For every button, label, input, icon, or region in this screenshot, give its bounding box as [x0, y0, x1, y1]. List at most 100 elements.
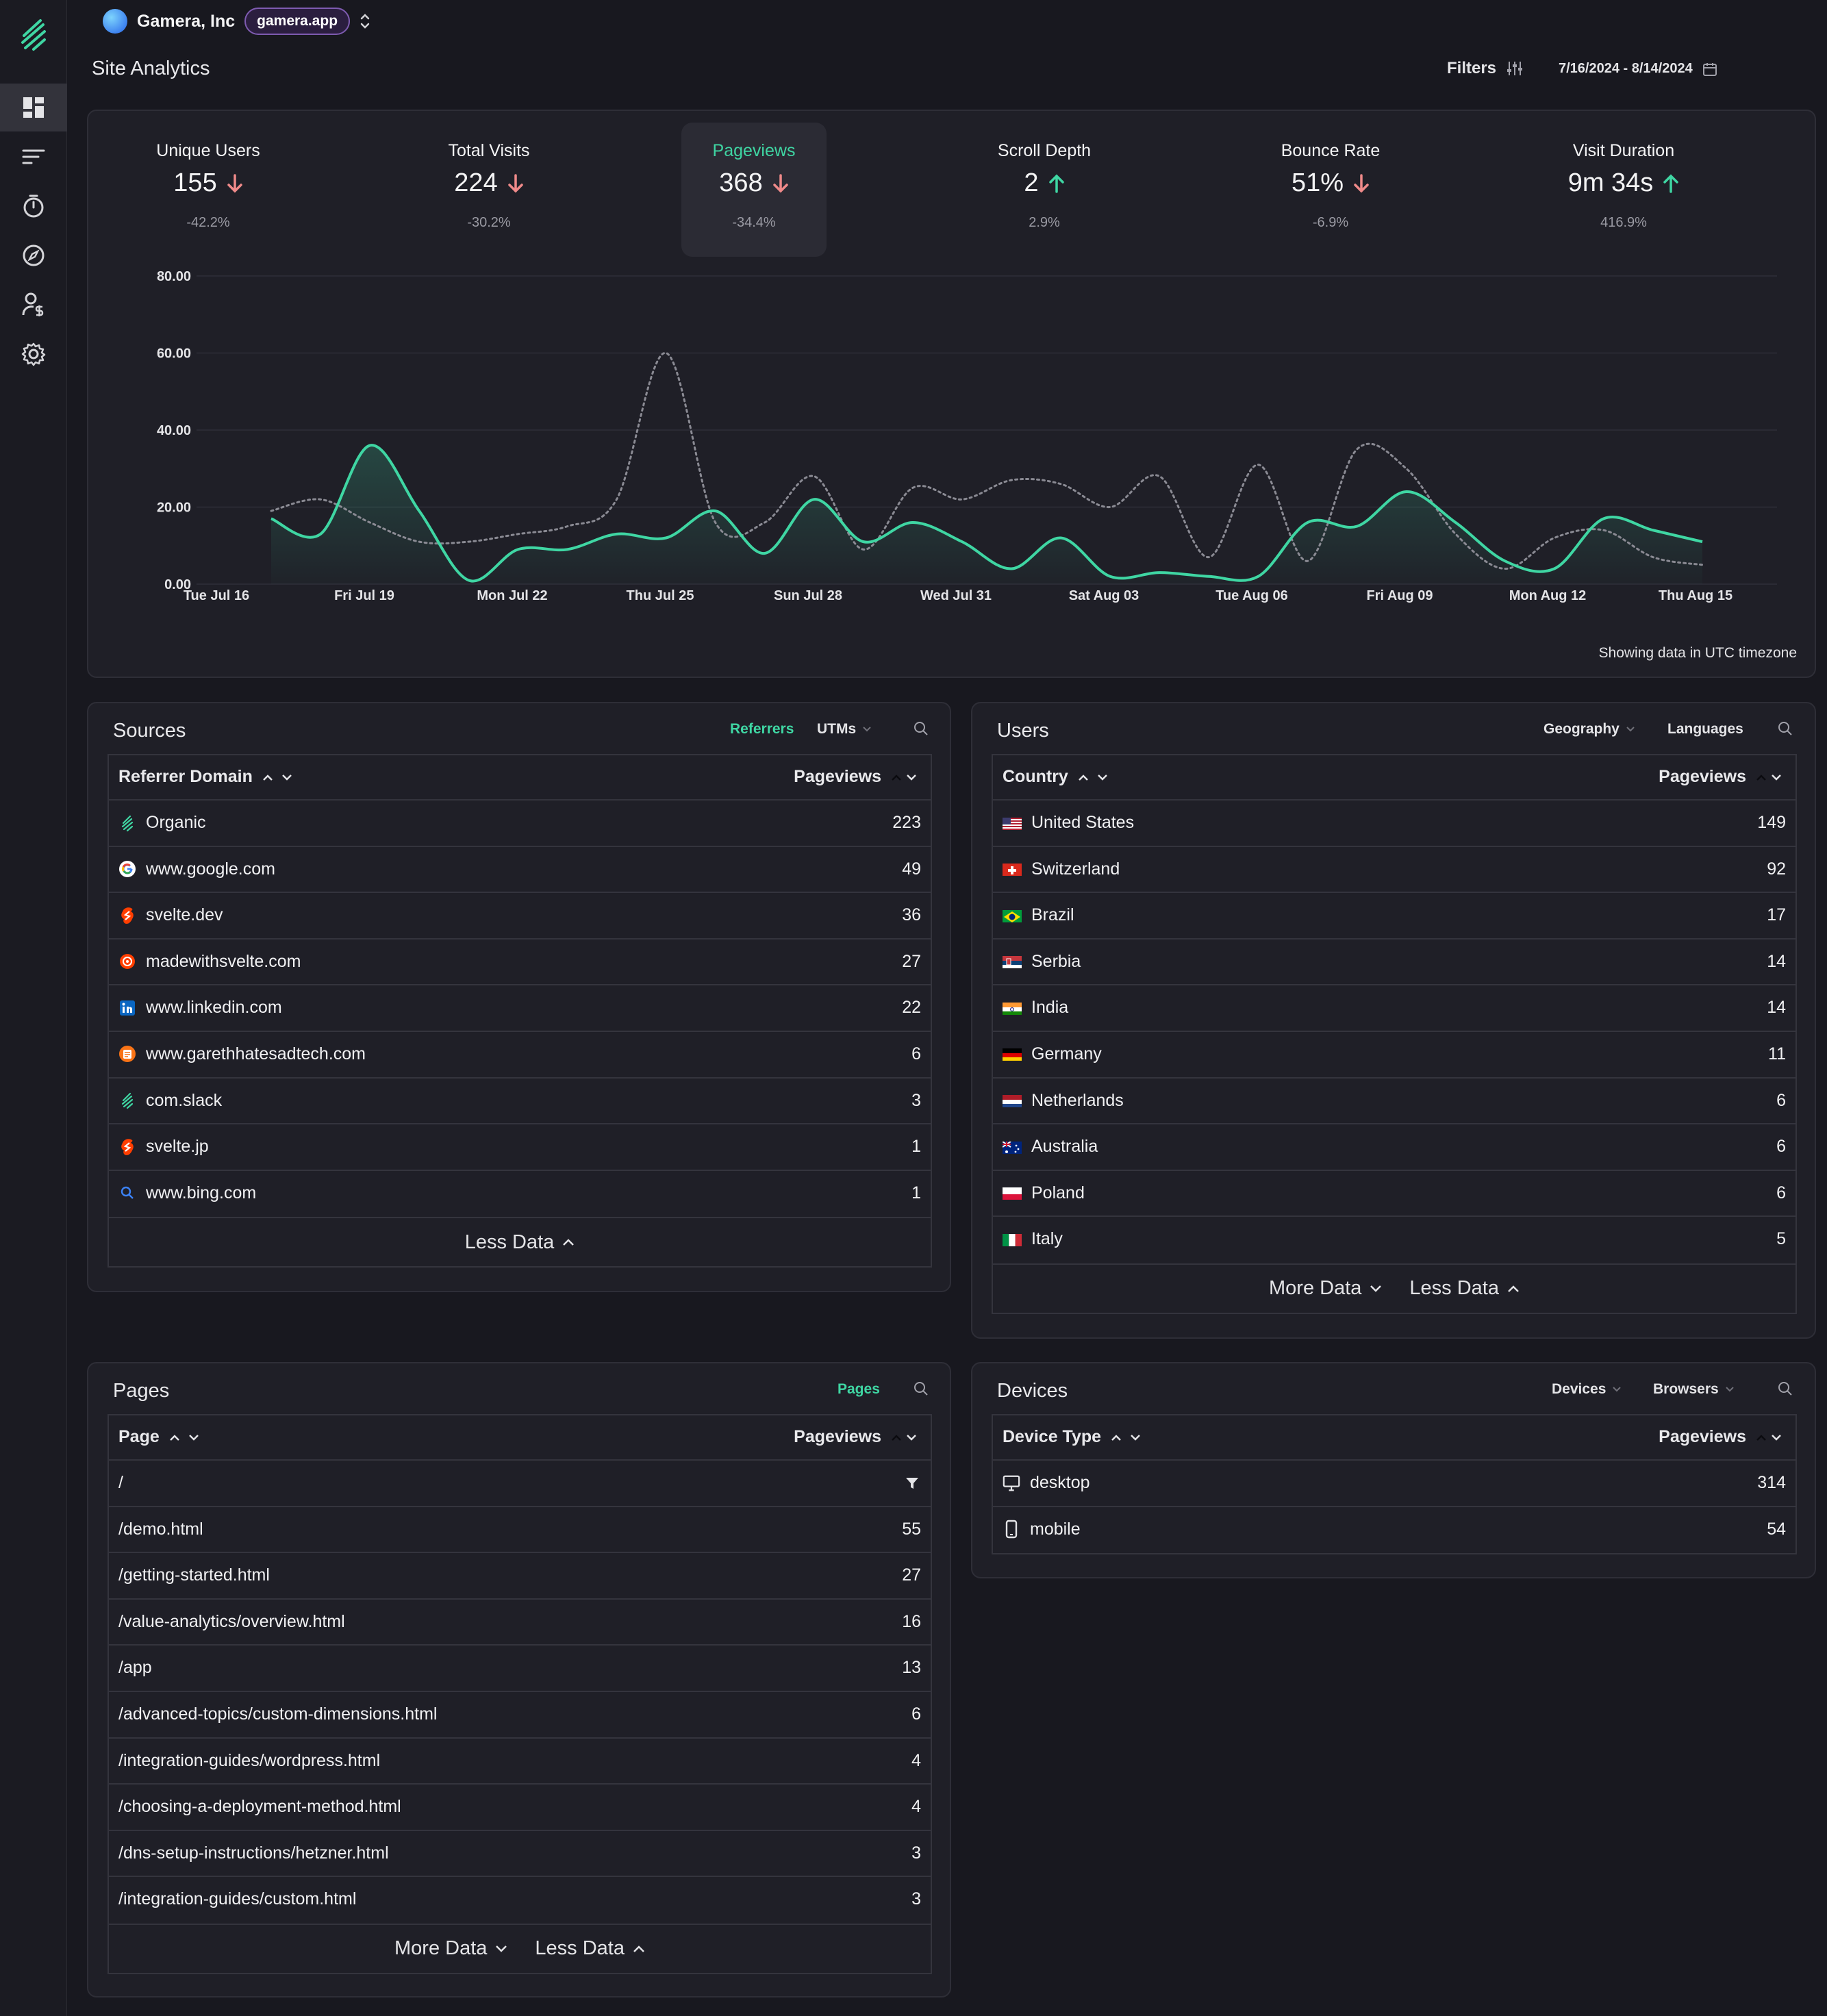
- row-label: Germany: [1031, 1044, 1102, 1063]
- col-device-type[interactable]: Device Type: [1003, 1427, 1142, 1447]
- stat-unique-users[interactable]: Unique Users 155 -42.2%: [136, 111, 281, 247]
- stat-pageviews[interactable]: Pageviews 368 -34.4%: [681, 123, 827, 257]
- col-page[interactable]: Page: [118, 1427, 201, 1447]
- table-row[interactable]: United States 149: [993, 801, 1796, 847]
- tab-geography[interactable]: Geography: [1544, 721, 1635, 738]
- table-header: Referrer Domain Pageviews: [109, 755, 931, 801]
- table-row[interactable]: Organic 223: [109, 801, 931, 847]
- stat-value-wrap: 9m 34s: [1541, 168, 1706, 198]
- table-row[interactable]: /dns-setup-instructions/hetzner.html 3: [109, 1831, 931, 1878]
- filters-button[interactable]: Filters: [1447, 59, 1524, 78]
- table-row[interactable]: India 14: [993, 985, 1796, 1032]
- stat-total-visits[interactable]: Total Visits 224 -30.2%: [416, 111, 562, 247]
- table-row[interactable]: desktop 314: [993, 1461, 1796, 1507]
- table-row[interactable]: Germany 11: [993, 1032, 1796, 1079]
- table-row[interactable]: /: [109, 1461, 931, 1507]
- sidebar-item-sources[interactable]: [0, 133, 67, 181]
- sidebar-item-settings[interactable]: [0, 330, 67, 378]
- sidebar-item-dashboard[interactable]: [0, 84, 67, 131]
- col-country[interactable]: Country: [1003, 767, 1109, 787]
- table-row[interactable]: www.linkedin.com 22: [109, 985, 931, 1032]
- row-value: 5: [1776, 1229, 1786, 1249]
- stat-value: 224: [454, 168, 498, 197]
- row-label-cell: Italy: [1003, 1229, 1063, 1249]
- sort-icon: [892, 1434, 916, 1441]
- more-data-button[interactable]: More Data: [1269, 1277, 1382, 1300]
- table-row[interactable]: /choosing-a-deployment-method.html 4: [109, 1785, 931, 1831]
- search-icon[interactable]: [1778, 721, 1793, 736]
- row-label-cell: Australia: [1003, 1137, 1098, 1157]
- table-row[interactable]: madewithsvelte.com 27: [109, 940, 931, 986]
- col-pageviews[interactable]: Pageviews: [794, 767, 918, 787]
- table-row[interactable]: /value-analytics/overview.html 16: [109, 1600, 931, 1646]
- col-pageviews[interactable]: Pageviews: [794, 1427, 918, 1447]
- search-icon[interactable]: [1778, 1381, 1793, 1396]
- table-row[interactable]: Switzerland 92: [993, 847, 1796, 894]
- table-row[interactable]: svelte.dev 36: [109, 893, 931, 940]
- user-dollar-icon: [22, 292, 44, 316]
- date-range-label: 7/16/2024 - 8/14/2024: [1559, 61, 1693, 76]
- table-row[interactable]: /advanced-topics/custom-dimensions.html 6: [109, 1692, 931, 1739]
- tab-pages[interactable]: Pages: [837, 1381, 880, 1397]
- stat-scroll-depth[interactable]: Scroll Depth 2 2.9%: [972, 111, 1117, 247]
- sidebar-item-revenue[interactable]: [0, 281, 67, 329]
- row-label-cell: Netherlands: [1003, 1091, 1124, 1111]
- table-row[interactable]: Australia 6: [993, 1124, 1796, 1171]
- tab-devices-label: Devices: [1552, 1381, 1606, 1397]
- table-row[interactable]: svelte.jp 1: [109, 1124, 931, 1171]
- table-row[interactable]: com.slack 3: [109, 1079, 931, 1125]
- row-label: Poland: [1031, 1183, 1085, 1202]
- sidebar-item-timer[interactable]: [0, 182, 67, 230]
- top-bar: Gamera, Inc gamera.app Site Analytics Fi…: [67, 0, 1827, 110]
- x-tick-label: Mon Aug 12: [1509, 588, 1587, 603]
- more-data-button[interactable]: More Data: [394, 1937, 507, 1960]
- org-switcher[interactable]: Gamera, Inc gamera.app: [103, 7, 370, 36]
- sidebar-item-explore[interactable]: [0, 231, 67, 279]
- table-row[interactable]: /getting-started.html 27: [109, 1553, 931, 1600]
- arrow-down-icon: [227, 173, 242, 192]
- table-row[interactable]: www.google.com 49: [109, 847, 931, 894]
- search-icon[interactable]: [914, 1381, 929, 1396]
- col-referrer-domain[interactable]: Referrer Domain: [118, 767, 294, 787]
- col-pageviews[interactable]: Pageviews: [1659, 767, 1783, 787]
- gamera-logo-icon[interactable]: [17, 15, 50, 53]
- flag-br-icon: [1003, 909, 1022, 922]
- less-data-button[interactable]: Less Data: [1409, 1277, 1520, 1300]
- table-row[interactable]: /app 13: [109, 1646, 931, 1692]
- tab-utms[interactable]: UTMs: [817, 721, 871, 738]
- col-pageviews[interactable]: Pageviews: [1659, 1427, 1783, 1447]
- table-row[interactable]: mobile 54: [993, 1507, 1796, 1554]
- table-row[interactable]: Poland 6: [993, 1171, 1796, 1218]
- tab-languages[interactable]: Languages: [1667, 721, 1743, 737]
- table-row[interactable]: Netherlands 6: [993, 1079, 1796, 1125]
- more-data-label: More Data: [394, 1937, 488, 1960]
- row-label: desktop: [1030, 1473, 1090, 1492]
- row-value: 49: [902, 859, 921, 879]
- stat-visit-duration[interactable]: Visit Duration 9m 34s 416.9%: [1541, 111, 1706, 247]
- row-label-cell: com.slack: [118, 1091, 222, 1111]
- search-icon[interactable]: [914, 721, 929, 736]
- table-row[interactable]: www.bing.com 1: [109, 1171, 931, 1218]
- less-data-button[interactable]: Less Data: [535, 1937, 645, 1960]
- stat-bounce-rate[interactable]: Bounce Rate 51% -6.9%: [1258, 111, 1403, 247]
- table-row[interactable]: /integration-guides/wordpress.html 4: [109, 1739, 931, 1785]
- flag-us-icon: [1003, 816, 1022, 830]
- sources-title: Sources: [113, 720, 186, 742]
- table-row[interactable]: Brazil 17: [993, 893, 1796, 940]
- row-label-cell: Poland: [1003, 1183, 1085, 1203]
- table-row[interactable]: Italy 5: [993, 1217, 1796, 1263]
- table-row[interactable]: Serbia 14: [993, 940, 1796, 986]
- x-tick-label: Thu Aug 15: [1659, 588, 1732, 603]
- tab-devices[interactable]: Devices: [1552, 1381, 1622, 1398]
- tab-referrers[interactable]: Referrers: [730, 721, 794, 737]
- row-value: 3: [911, 1090, 921, 1110]
- table-row[interactable]: /integration-guides/custom.html 3: [109, 1877, 931, 1924]
- table-row[interactable]: www.garethhatesadtech.com 6: [109, 1032, 931, 1079]
- date-range-picker[interactable]: 7/16/2024 - 8/14/2024: [1559, 61, 1717, 77]
- less-data-label: Less Data: [1409, 1277, 1499, 1300]
- stat-value-wrap: 51%: [1258, 168, 1403, 198]
- filter-icon[interactable]: [905, 1476, 920, 1494]
- tab-browsers[interactable]: Browsers: [1653, 1381, 1734, 1398]
- table-row[interactable]: /demo.html 55: [109, 1507, 931, 1554]
- less-data-button[interactable]: Less Data: [465, 1231, 575, 1254]
